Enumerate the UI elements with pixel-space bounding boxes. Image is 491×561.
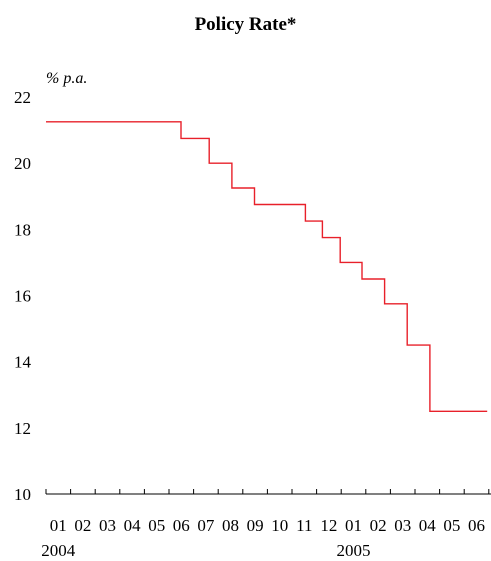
- y-tick-label: 18: [14, 220, 31, 239]
- y-tick-label: 20: [14, 154, 31, 173]
- x-tick-label: 05: [148, 516, 165, 535]
- x-tick-label: 04: [124, 516, 142, 535]
- x-tick-label: 01: [50, 516, 67, 535]
- x-tick-label: 08: [222, 516, 239, 535]
- x-tick-label: 01: [345, 516, 362, 535]
- x-tick-label: 05: [443, 516, 460, 535]
- policy-rate-line: [46, 121, 488, 412]
- y-tick-label: 22: [14, 88, 31, 107]
- y-tick-label: 12: [14, 419, 31, 438]
- x-tick-label: 02: [74, 516, 91, 535]
- x-tick-label: 06: [173, 516, 190, 535]
- y-tick-label: 16: [14, 287, 31, 306]
- x-tick-label: 11: [296, 516, 312, 535]
- x-tick-label: 10: [271, 516, 288, 535]
- unit-label: % p.a.: [46, 70, 88, 87]
- x-tick-label: 07: [197, 516, 215, 535]
- y-tick-label: 14: [14, 353, 32, 372]
- x-tick-label: 03: [394, 516, 411, 535]
- y-tick-label: 10: [14, 485, 31, 504]
- x-year-label: 2004: [41, 541, 76, 560]
- x-tick-label: 04: [419, 516, 437, 535]
- x-tick-label: 02: [370, 516, 387, 535]
- x-tick-label: 09: [247, 516, 264, 535]
- chart-title: Policy Rate*: [194, 14, 297, 35]
- x-year-label: 2005: [337, 541, 371, 560]
- x-tick-label: 03: [99, 516, 116, 535]
- x-tick-label: 06: [468, 516, 485, 535]
- x-tick-label: 12: [320, 516, 337, 535]
